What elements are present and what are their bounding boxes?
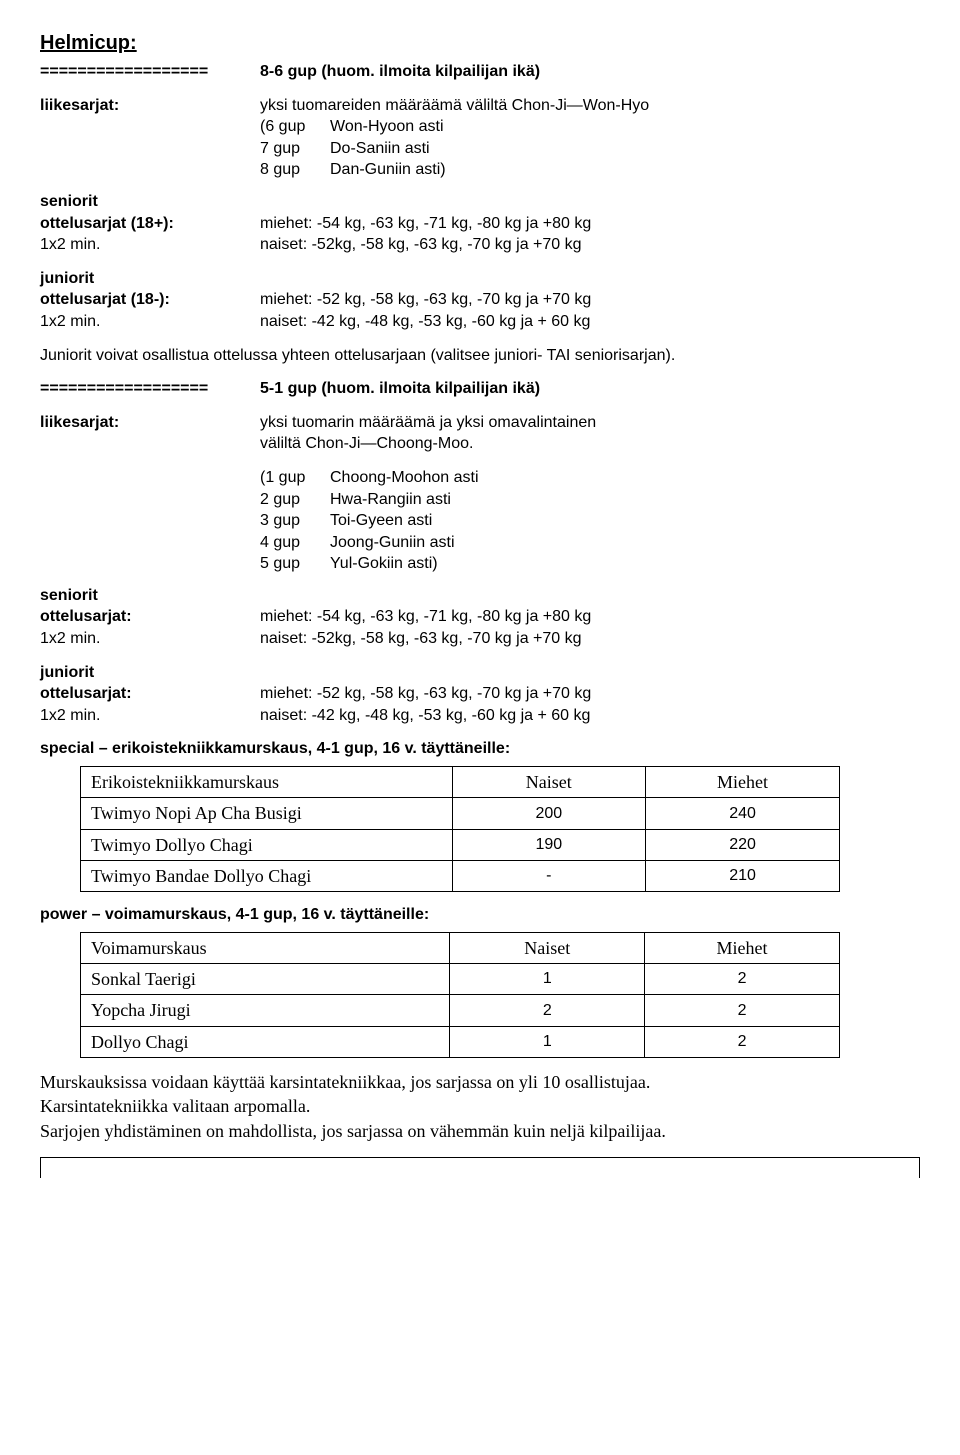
t2-h0: Voimamurskaus [81,932,450,963]
sen-min-1: 1x2 min. [40,234,260,256]
gup-label: 8 gup [260,159,330,181]
t1-h1: Naiset [452,767,646,798]
t2-r2c1: 1 [450,1026,645,1057]
power-title: power – voimamurskaus, 4-1 gup, 16 v. tä… [40,904,920,926]
page-title: Helmicup: [40,30,920,57]
t1-r1c1: 190 [452,829,646,860]
t1-r1c0: Twimyo Dollyo Chagi [81,829,453,860]
jun-miehet-2: miehet: -52 kg, -58 kg, -63 kg, -70 kg j… [260,683,920,705]
t1-r0c1: 200 [452,798,646,829]
gup-label: 3 gup [260,510,330,532]
seniorit-label-1: seniorit [40,191,920,213]
t2-r2c2: 2 [645,1026,840,1057]
sen-naiset-1: naiset: -52kg, -58 kg, -63 kg, -70 kg ja… [260,234,920,256]
sen-ott-label-2: ottelusarjat: [40,606,260,628]
bottom-box [40,1157,920,1178]
seniorit-label-2: seniorit [40,585,920,607]
liikesarjat-value-2b: väliltä Chon-Ji—Choong-Moo. [260,433,920,455]
t2-r0c2: 2 [645,964,840,995]
sen-ott-label-1: ottelusarjat (18+): [40,213,260,235]
footer-line-3: Sarjojen yhdistäminen on mahdollista, jo… [40,1119,920,1143]
t1-r1c2: 220 [646,829,840,860]
sec2-head: 5-1 gup (huom. ilmoita kilpailijan ikä) [260,378,920,400]
gup-label: 5 gup [260,553,330,575]
gup-val: Dan-Guniin asti) [330,159,446,181]
sen-miehet-2: miehet: -54 kg, -63 kg, -71 kg, -80 kg j… [260,606,920,628]
t2-r1c2: 2 [645,995,840,1026]
gup-label: (6 gup [260,116,330,138]
t2-r0c1: 1 [450,964,645,995]
t1-h2: Miehet [646,767,840,798]
liikesarjat-value-2a: yksi tuomarin määräämä ja yksi omavalint… [260,412,920,434]
gup-val: Do-Saniin asti [330,138,430,160]
t2-h2: Miehet [645,932,840,963]
t1-r2c0: Twimyo Bandae Dollyo Chagi [81,860,453,891]
sec1-head: 8-6 gup (huom. ilmoita kilpailijan ikä) [260,61,920,83]
gup-val: Hwa-Rangiin asti [330,489,451,511]
voimamurskaus-table: Voimamurskaus Naiset Miehet Sonkal Taeri… [80,932,840,1058]
t2-r1c1: 2 [450,995,645,1026]
gup-val: Won-Hyoon asti [330,116,444,138]
t1-r2c2: 210 [646,860,840,891]
t2-r1c0: Yopcha Jirugi [81,995,450,1026]
divider-2: ================== [40,378,260,400]
t1-h0: Erikoistekniikkamurskaus [81,767,453,798]
footer-line-2: Karsintatekniikka valitaan arpomalla. [40,1094,920,1118]
t1-r0c0: Twimyo Nopi Ap Cha Busigi [81,798,453,829]
jun-ott-label-2: ottelusarjat: [40,683,260,705]
jun-ott-label-1: ottelusarjat (18-): [40,289,260,311]
gup-label: 4 gup [260,532,330,554]
jun-naiset-1: naiset: -42 kg, -48 kg, -53 kg, -60 kg j… [260,311,920,333]
juniorit-label-1: juniorit [40,268,920,290]
gup-label: 2 gup [260,489,330,511]
sen-min-2: 1x2 min. [40,628,260,650]
gup-val: Choong-Moohon asti [330,467,479,489]
t2-r2c0: Dollyo Chagi [81,1026,450,1057]
t1-r0c2: 240 [646,798,840,829]
sen-naiset-2: naiset: -52kg, -58 kg, -63 kg, -70 kg ja… [260,628,920,650]
liikesarjat-value-1: yksi tuomareiden määräämä väliltä Chon-J… [260,95,920,117]
gup-val: Toi-Gyeen asti [330,510,432,532]
t2-r0c0: Sonkal Taerigi [81,964,450,995]
gup-val: Joong-Guniin asti [330,532,455,554]
jun-min-1: 1x2 min. [40,311,260,333]
juniorit-label-2: juniorit [40,662,920,684]
gup-val: Yul-Gokiin asti) [330,553,438,575]
sen-miehet-1: miehet: -54 kg, -63 kg, -71 kg, -80 kg j… [260,213,920,235]
erikoistekniikka-table: Erikoistekniikkamurskaus Naiset Miehet T… [80,766,840,892]
liikesarjat-label-1: liikesarjat: [40,95,260,117]
footer-line-1: Murskauksissa voidaan käyttää karsintate… [40,1070,920,1094]
sec1-note: Juniorit voivat osallistua ottelussa yht… [40,345,920,367]
gup-label: 7 gup [260,138,330,160]
t1-r2c1: - [452,860,646,891]
liikesarjat-label-2: liikesarjat: [40,412,260,455]
jun-naiset-2: naiset: -42 kg, -48 kg, -53 kg, -60 kg j… [260,705,920,727]
gup-label: (1 gup [260,467,330,489]
special-title: special – erikoistekniikkamurskaus, 4-1 … [40,738,920,760]
divider-1: ================== [40,61,260,83]
t2-h1: Naiset [450,932,645,963]
jun-min-2: 1x2 min. [40,705,260,727]
jun-miehet-1: miehet: -52 kg, -58 kg, -63 kg, -70 kg j… [260,289,920,311]
